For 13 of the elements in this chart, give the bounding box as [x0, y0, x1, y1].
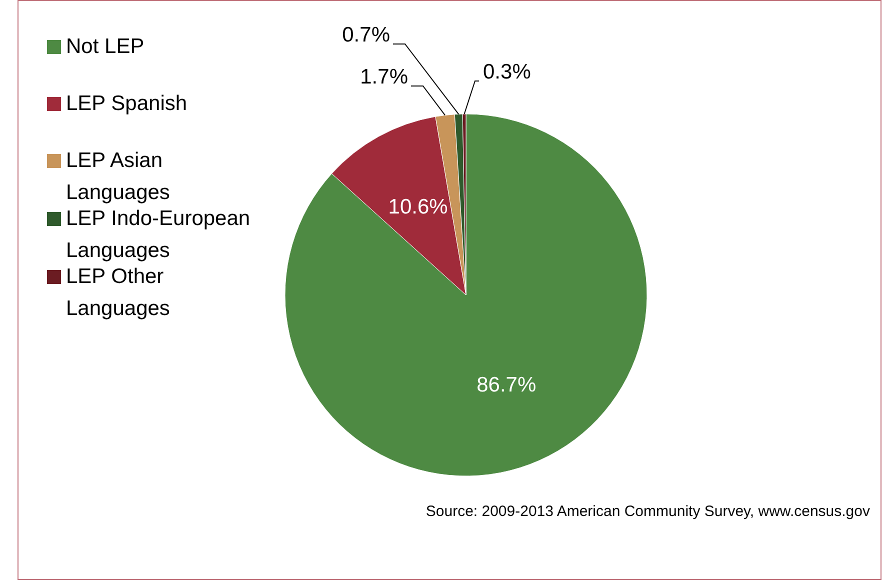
legend-label: LEP Other Languages [66, 264, 170, 320]
legend-label: LEP Indo-European Languages [66, 206, 250, 262]
pie-slice [284, 114, 648, 476]
legend-label: LEP Spanish [66, 92, 188, 115]
legend-label: Not LEP [66, 34, 144, 58]
source-note: Source: 2009-2013 American Community Survey, www.census.gov [426, 502, 870, 520]
data-label: 10.6% [388, 195, 448, 218]
data-label: 0.7% [342, 24, 390, 47]
data-label: 1.7% [360, 66, 408, 89]
data-label: 86.7% [476, 374, 536, 397]
legend-label: LEP Asian Languages [66, 148, 170, 204]
pie-slice [331, 116, 466, 296]
data-label: 0.3% [483, 60, 531, 84]
